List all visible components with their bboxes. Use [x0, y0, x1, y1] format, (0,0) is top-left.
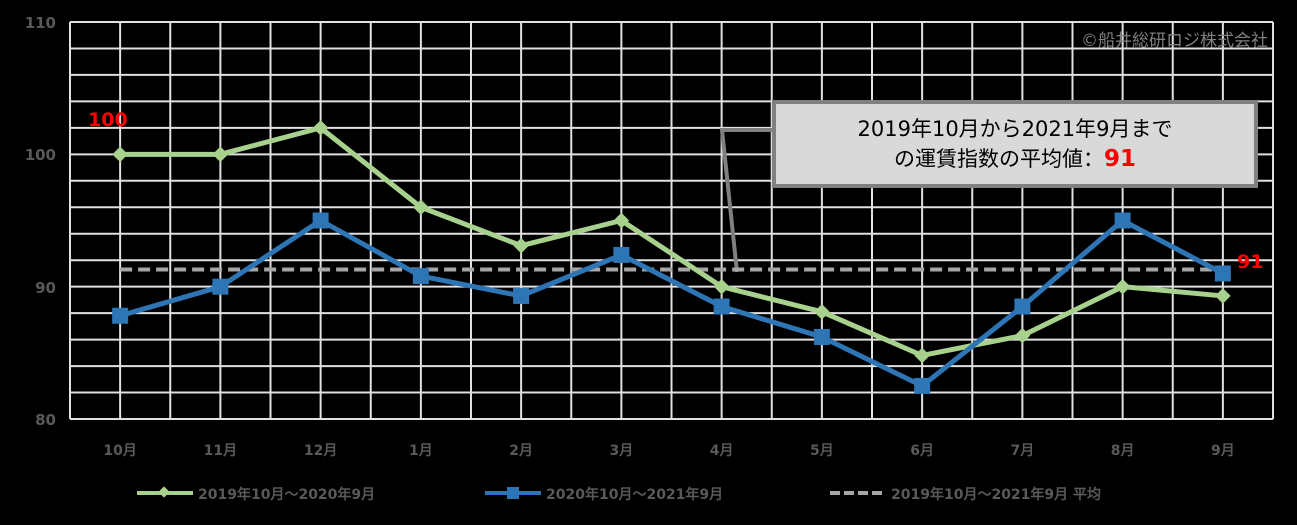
x-tick-label: 2月: [509, 443, 533, 459]
legend-item-series1[interactable]: 2019年10月～2020年9月: [137, 486, 375, 503]
diamond-marker[interactable]: [613, 212, 630, 229]
square-marker[interactable]: [112, 307, 129, 324]
callout-leader-line: [719, 128, 772, 273]
x-tick-label: 10月: [103, 443, 136, 459]
series-layer: [112, 120, 1231, 394]
x-tick-label: 5月: [810, 443, 834, 459]
diamond-marker[interactable]: [212, 146, 229, 163]
legend-label: 2020年10月～2021年9月: [546, 486, 723, 503]
series-line-1: [120, 125, 1224, 358]
diamond-marker[interactable]: [914, 347, 930, 364]
x-tick-label: 1月: [409, 443, 433, 459]
x-tick-label: 8月: [1111, 443, 1135, 459]
square-marker[interactable]: [513, 287, 530, 304]
x-tick-label: 4月: [710, 443, 734, 459]
diamond-marker[interactable]: [1014, 327, 1031, 344]
legend-label: 2019年10月～2020年9月: [198, 486, 375, 503]
diamond-marker[interactable]: [413, 199, 429, 216]
start-value-label: 100: [88, 109, 128, 131]
diamond-marker[interactable]: [814, 304, 830, 320]
legend: 2019年10月～2020年9月 2020年10月～2021年9月 2019年1…: [137, 486, 1101, 503]
callout-line-1: 2019年10月から2021年9月まで: [857, 117, 1173, 141]
callout-line-2: の運賃指数の平均値：91: [894, 144, 1136, 174]
x-tick-label: 3月: [610, 443, 634, 459]
legend-item-series2[interactable]: 2020年10月～2021年9月: [485, 486, 723, 503]
square-marker[interactable]: [1114, 212, 1131, 229]
copyright-text: ©船井総研ロジ株式会社: [1081, 31, 1268, 51]
legend-item-average[interactable]: 2019年10月～2021年9月 平均: [830, 486, 1101, 503]
diamond-marker[interactable]: [1114, 278, 1131, 295]
square-marker[interactable]: [813, 328, 830, 345]
y-tick-80: 80: [35, 411, 56, 429]
square-marker[interactable]: [312, 212, 329, 229]
legend-label: 2019年10月～2021年9月 平均: [891, 486, 1101, 503]
x-tick-label: 12月: [304, 443, 337, 459]
x-axis-labels: 10月 11月 12月 1月 2月 3月 4月 5月 6月 7月 8月 9月: [103, 443, 1234, 459]
diamond-marker[interactable]: [1215, 288, 1231, 304]
square-marker[interactable]: [412, 268, 429, 285]
y-tick-90: 90: [35, 279, 56, 297]
x-tick-label: 9月: [1211, 443, 1235, 459]
square-marker[interactable]: [212, 278, 229, 295]
diamond-marker-icon: [158, 486, 170, 498]
plot-grid: [69, 21, 1274, 420]
x-tick-label: 11月: [204, 443, 237, 459]
square-marker[interactable]: [914, 377, 931, 394]
square-marker[interactable]: [1214, 265, 1231, 282]
square-marker[interactable]: [1014, 298, 1031, 315]
callout-average-value: 91: [1103, 146, 1136, 172]
end-value-label: 91: [1237, 251, 1263, 273]
y-axis-labels: 110 100 90 80: [25, 14, 56, 429]
x-tick-label: 6月: [910, 443, 934, 459]
square-marker[interactable]: [713, 298, 730, 315]
callout-line-2-text: の運賃指数の平均値：: [893, 147, 1104, 171]
series-line-2: [119, 218, 1225, 389]
x-tick-label: 7月: [1011, 443, 1035, 459]
y-tick-110: 110: [25, 14, 56, 32]
square-marker[interactable]: [613, 246, 630, 263]
average-callout-box: 2019年10月から2021年9月まで の運賃指数の平均値：91: [772, 100, 1258, 188]
square-marker-icon: [507, 487, 519, 499]
diamond-marker[interactable]: [112, 146, 128, 163]
y-tick-100: 100: [25, 146, 56, 164]
diamond-marker[interactable]: [513, 237, 529, 254]
